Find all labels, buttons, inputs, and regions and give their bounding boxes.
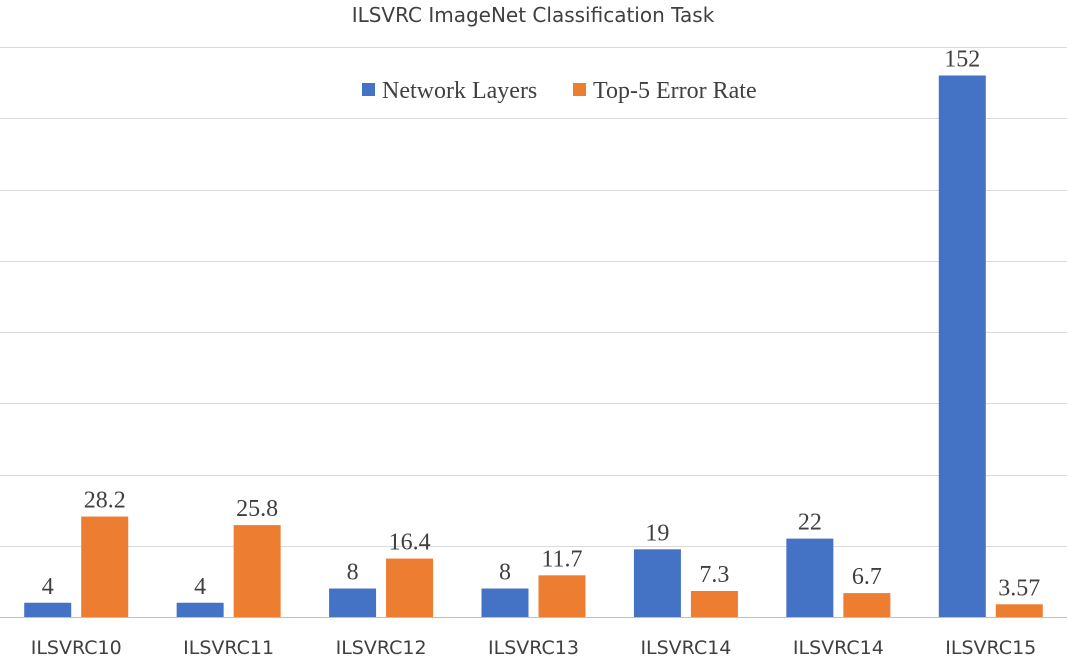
- data-label-top5-error-rate: 16.4: [389, 530, 431, 556]
- x-tick-label: ILSVRC14: [793, 637, 884, 659]
- data-label-network-layers: 4: [42, 574, 54, 600]
- bar-top5-error-rate: [386, 558, 434, 617]
- x-tick-label: ILSVRC12: [336, 637, 427, 659]
- data-label-network-layers: 4: [194, 574, 206, 600]
- bar-network-layers: [633, 549, 681, 617]
- legend-swatch-network-layers: [362, 83, 375, 96]
- data-label-network-layers: 152: [944, 47, 980, 73]
- bar-network-layers: [786, 538, 834, 617]
- data-label-top5-error-rate: 7.3: [699, 562, 729, 588]
- bars: [24, 75, 1043, 617]
- gridlines: [0, 47, 1067, 618]
- data-labels: 4 28.2 4 25.8 8 16.4 8 11.7 19 7.3 22 6.7 152 3.57: [42, 47, 1041, 602]
- data-label-network-layers: 8: [499, 560, 511, 586]
- legend-swatch-top5-error-rate: [573, 83, 586, 96]
- data-label-network-layers: 22: [798, 510, 822, 536]
- bar-network-layers: [176, 602, 224, 617]
- legend-label-top5-error-rate: Top-5 Error Rate: [593, 78, 757, 104]
- legend: Network Layers Top-5 Error Rate: [362, 78, 757, 104]
- bar-network-layers: [24, 602, 72, 617]
- x-tick-label: ILSVRC11: [183, 637, 274, 659]
- data-label-top5-error-rate: 11.7: [541, 546, 582, 572]
- x-tick-label: ILSVRC15: [945, 637, 1036, 659]
- chart-title: ILSVRC ImageNet Classification Task: [352, 3, 715, 27]
- bar-top5-error-rate: [538, 575, 586, 617]
- bar-top5-error-rate: [690, 590, 738, 617]
- bar-network-layers: [938, 75, 986, 617]
- legend-label-network-layers: Network Layers: [382, 78, 537, 104]
- data-label-network-layers: 8: [347, 560, 359, 586]
- x-tick-label: ILSVRC13: [488, 637, 579, 659]
- x-tick-label: ILSVRC10: [31, 637, 122, 659]
- bar-top5-error-rate: [995, 604, 1043, 617]
- bar-top5-error-rate: [233, 525, 281, 617]
- data-label-top5-error-rate: 28.2: [84, 488, 126, 514]
- data-label-top5-error-rate: 25.8: [236, 496, 278, 522]
- bar-network-layers: [329, 588, 377, 617]
- data-label-top5-error-rate: 3.57: [998, 575, 1040, 601]
- data-label-top5-error-rate: 6.7: [852, 564, 882, 590]
- x-tick-label: ILSVRC14: [640, 637, 731, 659]
- bar-top5-error-rate: [843, 593, 891, 617]
- bar-top5-error-rate: [81, 516, 129, 617]
- x-axis-tick-labels: ILSVRC10 ILSVRC11 ILSVRC12 ILSVRC13 ILSVRC14…: [31, 637, 1037, 659]
- data-label-network-layers: 19: [645, 520, 669, 546]
- bar-network-layers: [481, 588, 529, 617]
